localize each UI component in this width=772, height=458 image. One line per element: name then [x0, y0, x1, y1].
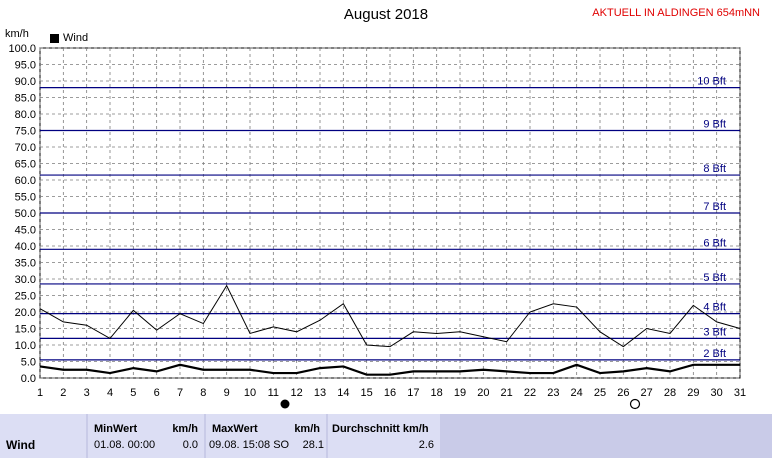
- y-tick-label: 50.0: [15, 208, 36, 220]
- max-value: 28.1: [302, 439, 324, 451]
- x-tick-label: 19: [454, 387, 466, 399]
- x-tick-label: 4: [107, 387, 113, 399]
- stats-row-label: Wind: [6, 438, 36, 452]
- x-tick-label: 27: [641, 387, 653, 399]
- y-tick-label: 40.0: [15, 241, 36, 253]
- avg-header: Durchschnitt km/h: [332, 423, 429, 435]
- x-tick-label: 22: [524, 387, 536, 399]
- beaufort-label: 6 Bft: [703, 237, 726, 249]
- avg-cell: Durchschnitt km/h 2.6: [328, 414, 440, 458]
- x-tick-label: 26: [617, 387, 629, 399]
- x-tick-label: 30: [711, 387, 723, 399]
- beaufort-label: 5 Bft: [703, 272, 726, 284]
- beaufort-label: 8 Bft: [703, 163, 726, 175]
- x-tick-label: 1: [37, 387, 43, 399]
- min-header: MinWert: [94, 423, 138, 435]
- x-tick-label: 24: [571, 387, 583, 399]
- x-tick-label: 6: [154, 387, 160, 399]
- x-tick-label: 13: [314, 387, 326, 399]
- y-tick-label: 20.0: [15, 307, 36, 319]
- y-tick-label: 35.0: [15, 258, 36, 270]
- y-tick-label: 65.0: [15, 159, 36, 171]
- full-moon-marker: [280, 399, 290, 409]
- y-axis-unit: km/h: [5, 28, 29, 40]
- x-tick-label: 8: [200, 387, 206, 399]
- beaufort-label: 10 Bft: [697, 76, 726, 88]
- beaufort-label: 7 Bft: [703, 201, 726, 213]
- x-tick-label: 14: [337, 387, 349, 399]
- y-tick-label: 80.0: [15, 109, 36, 121]
- chart-title: August 2018: [343, 6, 429, 23]
- stats-table: Wind MinWert km/h 01.08. 00:00 0.0 MaxWe…: [0, 414, 772, 458]
- stats-label-cell: Wind: [0, 414, 86, 458]
- x-tick-label: 18: [431, 387, 443, 399]
- max-date: 09.08. 15:08 SO: [209, 439, 290, 451]
- y-tick-label: 5.0: [21, 357, 36, 369]
- min-value: 0.0: [182, 439, 198, 451]
- x-tick-label: 23: [547, 387, 559, 399]
- legend-label: Wind: [63, 32, 89, 44]
- beaufort-label: 3 Bft: [703, 326, 726, 338]
- x-tick-label: 17: [407, 387, 419, 399]
- legend-swatch: [50, 33, 59, 43]
- y-tick-label: 0.0: [21, 373, 36, 385]
- y-tick-label: 15.0: [15, 324, 36, 336]
- y-tick-label: 75.0: [15, 126, 36, 138]
- legend: Wind: [50, 32, 88, 44]
- y-tick-label: 70.0: [15, 142, 36, 154]
- y-tick-label: 30.0: [15, 274, 36, 286]
- series-line-wind: [39, 363, 740, 376]
- x-tick-label: 25: [594, 387, 606, 399]
- wind-chart: 0.0 5.0 10.0 15.0 20.0 25.0 30.0 35.0 40.0 45.0 50…: [8, 43, 746, 410]
- beaufort-lines: 2 Bft 3 Bft 4 Bft 5 Bft 6 Bft 7 Bft 8 Bft 9 Bft…: [40, 76, 740, 361]
- x-tick-label: 7: [177, 387, 183, 399]
- x-tick-label: 16: [384, 387, 396, 399]
- grid: 0.0 5.0 10.0 15.0 20.0 25.0 30.0 35.0 40.0 45.0 50…: [8, 43, 741, 385]
- max-cell: MaxWert km/h 09.08. 15:08 SO 28.1: [206, 414, 326, 458]
- y-tick-label: 55.0: [15, 192, 36, 204]
- x-tick-label: 29: [687, 387, 699, 399]
- y-tick-label: 45.0: [15, 225, 36, 237]
- avg-value: 2.6: [418, 439, 434, 451]
- x-tick-label: 20: [477, 387, 489, 399]
- x-tick-label: 31: [734, 387, 746, 399]
- max-unit: km/h: [294, 423, 320, 435]
- x-tick-label: 11: [268, 387, 279, 399]
- new-moon-marker: [629, 398, 641, 410]
- max-header: MaxWert: [212, 423, 258, 435]
- y-tick-label: 60.0: [15, 175, 36, 187]
- beaufort-label: 4 Bft: [703, 302, 726, 314]
- beaufort-label: 2 Bft: [703, 348, 726, 360]
- x-tick-label: 15: [361, 387, 373, 399]
- x-tick-label: 10: [244, 387, 256, 399]
- x-tick-label: 2: [60, 387, 66, 399]
- y-tick-label: 100.0: [8, 43, 36, 55]
- x-tick-label: 21: [501, 387, 513, 399]
- x-tick-label: 28: [664, 387, 676, 399]
- y-tick-label: 95.0: [15, 60, 36, 72]
- x-axis: 1 2 3 4 5 6 7 8 9 10 11 12 13 14 15 16 17 18 19 20 21 22 23 24 2…: [37, 387, 746, 399]
- x-tick-label: 9: [224, 387, 230, 399]
- series-line-gust: [39, 284, 741, 348]
- y-tick-label: 85.0: [15, 93, 36, 105]
- beaufort-label: 9 Bft: [703, 119, 726, 131]
- min-cell: MinWert km/h 01.08. 00:00 0.0: [88, 414, 204, 458]
- x-tick-label: 3: [84, 387, 90, 399]
- x-tick-label: 5: [130, 387, 136, 399]
- y-tick-label: 90.0: [15, 76, 36, 88]
- y-tick-label: 25.0: [15, 291, 36, 303]
- min-unit: km/h: [172, 423, 198, 435]
- y-tick-label: 10.0: [15, 340, 36, 352]
- min-date: 01.08. 00:00: [94, 439, 156, 451]
- station-label: AKTUELL IN ALDINGEN 654mNN: [592, 7, 760, 19]
- x-tick-label: 12: [291, 387, 303, 399]
